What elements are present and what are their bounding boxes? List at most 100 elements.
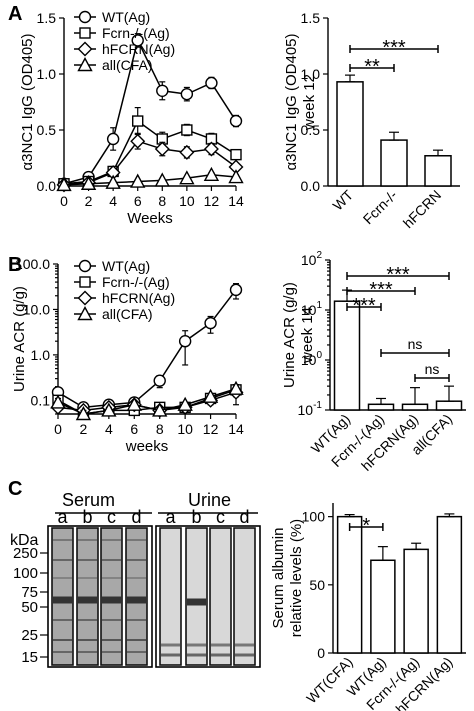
b-line-data-point	[204, 316, 217, 330]
b-line-data-point	[228, 380, 244, 395]
a-line-legend-label: WT(Ag)	[102, 9, 150, 25]
a-line-data-point	[80, 175, 97, 190]
a-bar-sig-label: **	[364, 56, 380, 78]
c-bar-y-tick-label: 0	[317, 645, 325, 661]
b-line-legend-label: all(CFA)	[102, 306, 153, 322]
a-bar-category-label: Fcrn-/-	[360, 187, 401, 228]
gel-marker-label: 100	[13, 565, 38, 582]
b-bar-sig-label: ns	[425, 361, 440, 377]
gel-lane	[185, 527, 208, 666]
a-line-x-tick-label: 14	[228, 193, 244, 209]
gel-band	[78, 559, 97, 561]
b-line-data-point	[126, 396, 142, 411]
a-bar-y-tick-label: 0.0	[301, 178, 321, 194]
gel-band	[211, 653, 230, 657]
b-bar-y-tick-label: 101	[301, 300, 323, 318]
a-line-x-tick-label: 10	[179, 193, 195, 209]
b-bar-bar	[401, 403, 429, 411]
panel-letter-a: A	[8, 3, 22, 25]
gel-band	[127, 596, 146, 604]
a-line-data-point	[56, 176, 72, 192]
a-line-y-tick-label: 1.0	[37, 66, 57, 82]
a-line-legend-label: all(CFA)	[102, 57, 153, 73]
gel-band	[127, 559, 146, 561]
a-bar-bar	[336, 81, 364, 187]
a-line-data-point	[203, 166, 220, 182]
b-line-y-tick-label: 10.0	[23, 301, 50, 317]
gel-band	[161, 643, 180, 647]
a-line-x-tick-label: 8	[158, 193, 166, 209]
a-line-data-point	[179, 170, 195, 185]
b-line-y-label: Urine ACR (g/g)	[11, 286, 28, 392]
b-bar-sig-label: ***	[352, 295, 376, 317]
gel-urine-label: Urine	[188, 490, 231, 510]
gel-band	[127, 539, 146, 541]
gel-lane-label: a	[165, 507, 176, 527]
a-line-legend-label: hFCRN(Ag)	[102, 41, 175, 57]
b-line-x-tick-label: 12	[203, 421, 219, 437]
panel-c-bar-chart: 0 50 100 Serum albumin relative levels (%) WT…	[270, 503, 466, 711]
a-line-data-point	[132, 115, 144, 127]
b-line-x-tick-label: 4	[105, 421, 113, 437]
b-bar-y-tick-base: 10	[301, 352, 317, 368]
b-line-y-tick-label: 1.0	[31, 347, 51, 363]
b-line-data-point	[202, 388, 219, 403]
gel-kda-label: kDa	[10, 532, 39, 549]
b-line-x-tick-label: 2	[80, 421, 88, 437]
gel-lane	[159, 527, 182, 666]
gel-lane-label: b	[82, 507, 92, 527]
a-bar-bar	[380, 139, 408, 187]
c-bar-bar	[436, 515, 463, 654]
b-line-legend-marker	[79, 276, 91, 288]
b-line-x-tick-label: 10	[177, 421, 193, 437]
gel-band	[161, 653, 180, 657]
a-line-data-point	[203, 141, 219, 157]
panel-a-line-chart: 0 2 4 6 8 10 12 14 0.0 0.5 1.0 1.5 Weeks α3NC1 IgG (O…	[19, 9, 244, 227]
gel-lane-label: d	[239, 507, 249, 527]
b-bar-y-label-2: week 14	[299, 307, 316, 364]
a-bar-y-tick-label: 0.5	[301, 122, 321, 138]
a-line-data-point	[130, 173, 146, 188]
a-line-y-tick-label: 1.5	[37, 10, 57, 26]
b-bar-bar	[435, 400, 463, 411]
b-line-y-tick-label: 0.1	[31, 392, 51, 408]
b-line-x-tick-label: 0	[54, 421, 62, 437]
gel-band	[53, 539, 72, 541]
c-bar-bar	[336, 515, 363, 654]
a-bar-y-tick-label: 1.0	[301, 66, 321, 82]
b-bar-y-tick-base: 10	[298, 402, 314, 418]
b-line-x-tick-label: 8	[156, 421, 164, 437]
b-line-data-point	[101, 402, 117, 417]
a-line-data-point	[105, 174, 121, 189]
gel-band	[102, 539, 121, 541]
a-bar-y-tick-label: 1.5	[301, 10, 321, 26]
a-line-data-point	[131, 34, 144, 47]
a-line-legend-marker	[79, 27, 91, 39]
a-line-x-tick-label: 4	[109, 193, 117, 209]
a-line-data-point	[154, 141, 170, 157]
gel-band	[53, 596, 72, 604]
gel-marker-label: 25	[21, 627, 38, 644]
gel-band	[235, 653, 254, 657]
c-bar-bar	[370, 559, 396, 654]
gel-lane	[209, 527, 232, 666]
b-bar-sig-label: ***	[386, 264, 410, 286]
gel-band	[235, 643, 254, 647]
gel-marker-label: 75	[21, 584, 38, 601]
gel-lane-label: d	[131, 507, 141, 527]
c-bar-category-label: WT(CFA)	[303, 654, 356, 707]
gel-band	[78, 577, 97, 579]
a-line-x-label: Weeks	[127, 210, 173, 227]
a-line-legend-marker	[78, 10, 92, 24]
a-line-x-tick-label: 2	[85, 193, 93, 209]
a-line-data-point	[229, 114, 243, 128]
gel-lane-label: c	[107, 507, 116, 527]
b-bar-y-tick-exponent: 2	[316, 250, 322, 261]
a-line-data-point	[156, 84, 169, 98]
b-line-data-point	[229, 283, 243, 297]
gel-band	[53, 577, 72, 579]
a-line-data-point	[180, 87, 194, 101]
gel-band	[78, 596, 97, 604]
